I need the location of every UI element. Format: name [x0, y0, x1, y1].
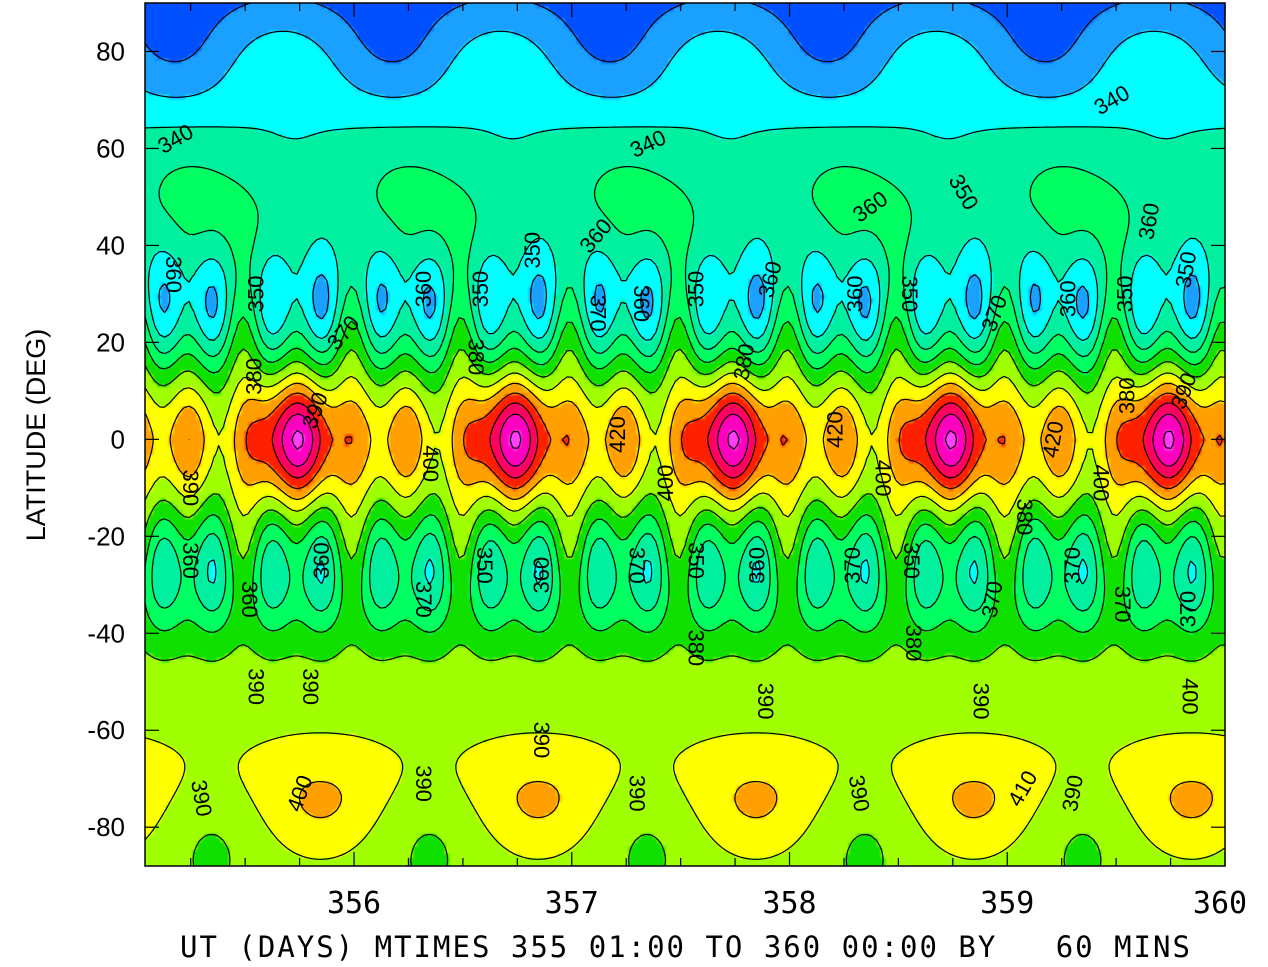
y-tick-label: -40 — [87, 618, 125, 648]
contour-label: 350 — [683, 542, 708, 579]
contour-label: 400 — [1088, 465, 1113, 502]
contour-label: 380 — [683, 629, 708, 666]
contour-label: 390 — [625, 775, 650, 812]
contour-line-430 — [271, 402, 1192, 479]
contour-label: 380 — [241, 358, 266, 395]
contour-label: 360 — [744, 547, 769, 584]
y-tick-label: 20 — [96, 327, 125, 357]
contour-line-420 — [188, 392, 1223, 490]
y-tick-label: -20 — [87, 521, 125, 551]
contour-label: 390 — [753, 683, 778, 720]
contour-label: 350 — [472, 547, 497, 584]
contour-label: 390 — [529, 722, 554, 759]
contour-label: 400 — [653, 465, 678, 502]
contour-label: 360 — [629, 285, 654, 322]
y-tick-label: 40 — [96, 230, 125, 260]
x-tick-label: 360 — [1193, 886, 1247, 921]
contour-label: 360 — [842, 276, 867, 313]
contour-label: 350 — [1112, 276, 1137, 313]
contour-line-350 — [145, 30, 1225, 320]
contour-label: 390 — [178, 469, 203, 506]
contour-label: 380 — [1012, 499, 1037, 536]
contour-line-370 — [145, 166, 1225, 612]
y-tick-label: 80 — [96, 36, 125, 66]
y-axis: 80 60 40 20 0 -20 -40 -60 -80 — [87, 36, 1225, 842]
contour-line-400 — [145, 372, 1225, 860]
contour-label: 400 — [1178, 678, 1203, 715]
contour-label: 360 — [411, 271, 436, 308]
contour-label: 360 — [178, 542, 203, 579]
contour-line-450 — [291, 429, 1175, 450]
x-tick-label: 357 — [545, 886, 599, 921]
x-tick-label: 359 — [980, 886, 1034, 921]
contour-label: 360 — [1056, 280, 1081, 317]
contour-label: 350 — [520, 232, 545, 269]
contour-line-390 — [145, 348, 1225, 866]
contour-label: 370 — [1060, 547, 1085, 584]
contour-label: 390 — [298, 668, 323, 705]
y-tick-label: 0 — [111, 424, 125, 454]
x-tick-label: 358 — [762, 886, 816, 921]
contour-label: 380 — [901, 625, 926, 662]
contour-label: 390 — [411, 765, 436, 802]
contour-label: 360 — [529, 557, 554, 594]
contour-label: 380 — [463, 339, 488, 376]
y-tick-label: 60 — [96, 133, 125, 163]
contour-label: 370 — [585, 295, 610, 332]
x-axis-label: UT (DAYS) MTIMES 355 01:00 TO 360 00:00 … — [180, 930, 1192, 964]
contour-label: 380 — [1115, 377, 1140, 414]
contour-lines — [145, 3, 1225, 866]
y-axis-label: LATITUDE (DEG) — [21, 329, 51, 542]
contour-label: 370 — [625, 547, 650, 584]
contour-label: 350 — [683, 271, 708, 308]
contour-label: 420 — [605, 416, 630, 453]
contour-label: 370 — [840, 547, 865, 584]
contour-line-440 — [281, 413, 1185, 467]
contour-label: 400 — [871, 460, 896, 497]
contour-label: 370 — [1110, 586, 1135, 623]
plot-frame — [144, 2, 1226, 867]
contour-label: 370 — [1175, 591, 1200, 628]
contour-label: 390 — [969, 683, 994, 720]
contour-label: 390 — [244, 668, 269, 705]
contour-label: 350 — [899, 542, 924, 579]
y-tick-label: -80 — [87, 812, 125, 842]
contour-label: 420 — [823, 411, 848, 448]
x-axis: 356 357 358 359 360 — [190, 3, 1247, 921]
contour-line-410 — [145, 382, 1225, 819]
contour-line-380 — [145, 316, 1225, 633]
contour-line-360 — [145, 126, 1225, 585]
contour-label: 400 — [418, 445, 443, 482]
y-tick-label: -60 — [87, 715, 125, 745]
contour-line-340 — [145, 3, 1225, 63]
x-tick-label: 356 — [327, 886, 381, 921]
contour-label: 350 — [897, 276, 922, 313]
heatmap-field — [145, 3, 1225, 866]
contour-label: 370 — [411, 581, 436, 618]
contour-label: 350 — [244, 276, 269, 313]
heatmap-image — [145, 3, 1225, 866]
contour-label: 360 — [237, 581, 262, 618]
contour-label: 360 — [309, 542, 334, 579]
contour-label: 360 — [161, 256, 186, 293]
contour-label: 350 — [468, 271, 493, 308]
